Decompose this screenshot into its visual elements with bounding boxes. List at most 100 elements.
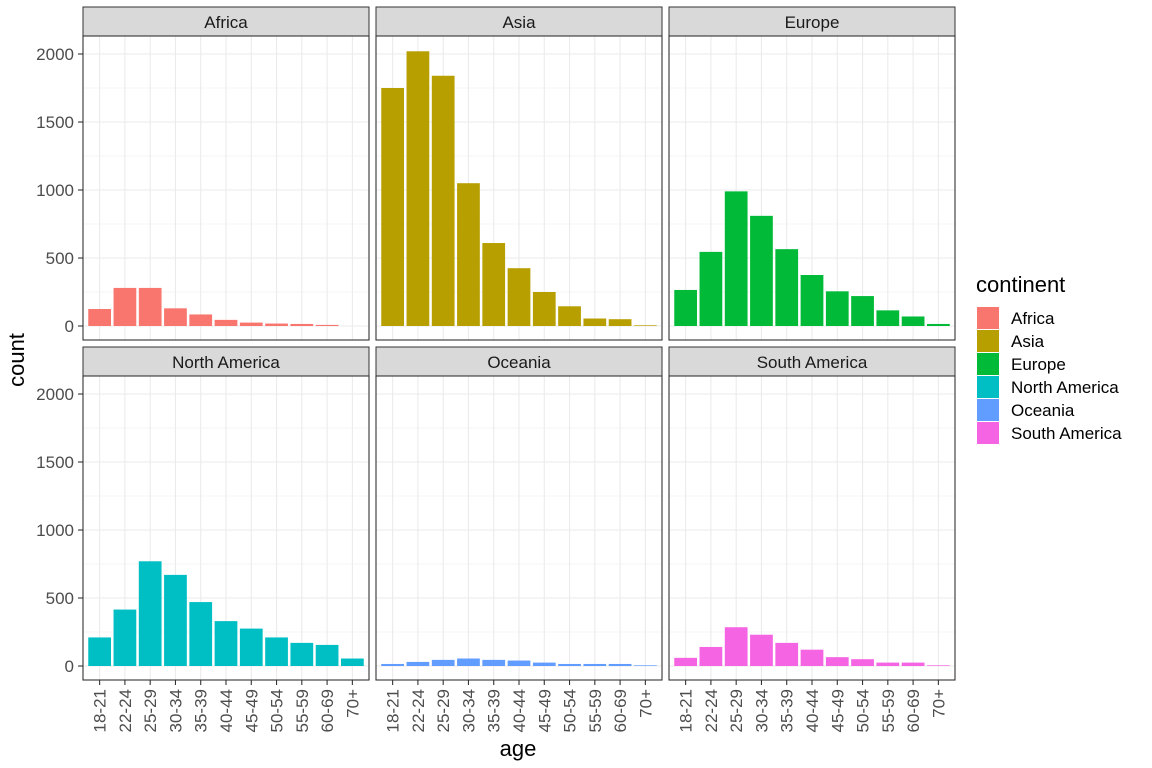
bar	[532, 292, 556, 326]
panel-border	[668, 35, 956, 341]
x-tick-label: 55-59	[879, 689, 898, 732]
x-tick-label: 25-29	[727, 689, 746, 732]
x-tick-label: 30-34	[459, 689, 478, 732]
bar	[608, 319, 632, 326]
bar	[381, 663, 405, 666]
bar	[239, 628, 263, 666]
bar	[431, 75, 455, 326]
bar	[239, 322, 263, 326]
bar	[457, 658, 480, 666]
x-tick-label: 30-34	[752, 689, 771, 732]
bar	[457, 183, 480, 326]
bar	[608, 663, 632, 666]
facet-strip	[82, 6, 370, 37]
bar	[406, 51, 430, 326]
bar	[431, 659, 455, 666]
legend-label: Asia	[1011, 332, 1045, 351]
x-tick-label: 35-39	[192, 689, 211, 732]
bar	[189, 602, 213, 666]
facet-panels: Africa Asia Europe North America Oceania Sout…	[82, 6, 956, 681]
facet-strip-label: Europe	[785, 13, 840, 32]
bar	[315, 324, 339, 326]
bar	[876, 662, 900, 666]
legend-swatch	[977, 376, 999, 398]
x-tick-label: 18-21	[91, 689, 110, 732]
bar	[825, 291, 849, 326]
bar	[775, 249, 799, 326]
x-tick-label: 18-21	[384, 689, 403, 732]
facet-strip-label: South America	[757, 353, 868, 372]
bar	[674, 657, 698, 666]
bar	[724, 627, 748, 666]
x-tick-label: 25-29	[434, 689, 453, 732]
x-tick-label: 70+	[343, 689, 362, 718]
x-tick-label: 55-59	[586, 689, 605, 732]
x-tick-label: 35-39	[485, 689, 504, 732]
y-axis: 0 500 1000 1500 2000 0 500 1000 1500 2000	[36, 45, 83, 676]
x-tick-label: 22-24	[409, 689, 428, 732]
bar	[482, 243, 506, 326]
bar	[189, 314, 213, 326]
bar	[851, 296, 874, 326]
bar	[699, 251, 723, 326]
facet-strip-label: Oceania	[487, 353, 551, 372]
x-tick-label: 25-29	[141, 689, 160, 732]
bar	[901, 316, 925, 326]
legend-swatch	[977, 330, 999, 352]
x-tick-label: 60-69	[318, 689, 337, 732]
x-tick-label: 45-49	[828, 689, 847, 732]
legend-label: Europe	[1011, 355, 1066, 374]
x-tick-label: 22-24	[702, 689, 721, 732]
facet-panel: North America	[82, 346, 370, 681]
x-tick-label: 50-54	[561, 689, 580, 732]
x-tick-label: 60-69	[611, 689, 630, 732]
bar	[381, 88, 405, 326]
bar	[482, 659, 506, 666]
facet-strip	[375, 6, 663, 37]
bar	[750, 215, 773, 326]
bar	[88, 637, 112, 666]
bar	[558, 306, 581, 326]
legend-title: continent	[976, 272, 1065, 297]
bar	[724, 191, 748, 326]
y-axis-title: count	[4, 333, 29, 387]
bar	[901, 662, 925, 666]
bar	[558, 663, 581, 666]
x-tick-label: 30-34	[166, 689, 185, 732]
bar	[674, 289, 698, 326]
x-tick-label: 40-44	[510, 689, 529, 732]
y-tick-label: 500	[46, 589, 74, 608]
x-tick-label: 18-21	[677, 689, 696, 732]
y-tick-label: 2000	[36, 45, 74, 64]
facet-strip	[82, 346, 370, 377]
bar	[583, 318, 607, 326]
x-axis: 18-21 22-24 25-29 30-34 35-39 40-44 45-49 50-54…	[91, 680, 948, 732]
bar	[507, 268, 531, 326]
x-tick-label: 40-44	[217, 689, 236, 732]
x-tick-label: 45-49	[242, 689, 261, 732]
bar	[113, 287, 137, 326]
x-tick-label: 50-54	[268, 689, 287, 732]
facet-panel: Oceania	[375, 346, 663, 681]
y-tick-label: 1500	[36, 113, 74, 132]
x-tick-label: 45-49	[535, 689, 554, 732]
bar	[113, 609, 137, 666]
bar	[164, 308, 187, 326]
panel-border	[375, 35, 663, 341]
y-tick-label: 1000	[36, 181, 74, 200]
legend-swatch	[977, 307, 999, 329]
legend-swatch	[977, 353, 999, 375]
bar	[876, 310, 900, 326]
y-tick-label: 2000	[36, 385, 74, 404]
bar	[214, 621, 238, 666]
x-tick-label: 60-69	[904, 689, 923, 732]
bar	[633, 665, 657, 666]
bar	[507, 660, 531, 666]
bar	[315, 644, 339, 666]
facet-strip	[668, 6, 956, 37]
legend-swatch	[977, 399, 999, 421]
bar	[825, 657, 849, 666]
bar	[851, 659, 874, 666]
x-tick-label: 70+	[929, 689, 948, 718]
legend-label: South America	[1011, 424, 1122, 443]
